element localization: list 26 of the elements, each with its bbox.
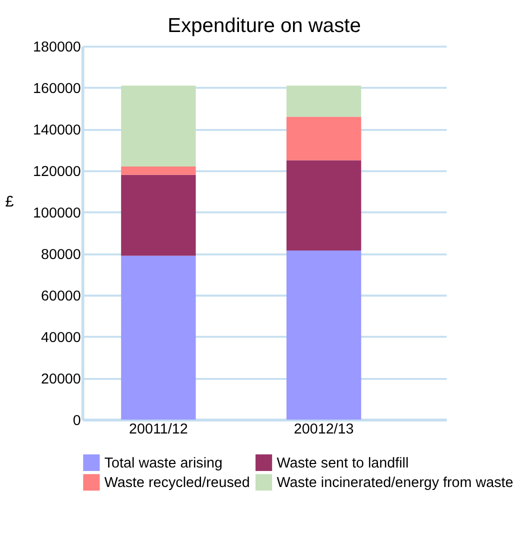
bar <box>286 250 362 420</box>
y-tick-label: 100000 <box>32 205 81 222</box>
y-axis-title: £ <box>5 194 14 211</box>
chart-title: Expenditure on waste <box>168 14 361 37</box>
x-tick-label: 20012/13 <box>294 422 354 438</box>
legend-label: Total waste arising <box>104 455 223 472</box>
bar <box>121 86 196 167</box>
y-tick-label: 160000 <box>32 80 81 97</box>
bar <box>286 86 362 117</box>
bar <box>121 174 196 256</box>
bar <box>286 116 362 160</box>
bar <box>121 166 196 175</box>
bar <box>121 256 196 420</box>
legend-label: Waste sent to landfill <box>276 455 409 472</box>
bar <box>286 160 362 251</box>
y-tick-label: 80000 <box>40 246 81 263</box>
y-tick-label: 140000 <box>32 122 81 138</box>
y-tick-label: 40000 <box>40 330 81 346</box>
legend-label: Waste incinerated/energy from waste <box>276 475 514 492</box>
x-tick-label: 20011/12 <box>129 422 188 438</box>
y-tick-label: 60000 <box>40 288 81 304</box>
y-tick-label: 180000 <box>32 39 81 56</box>
y-tick-label: 120000 <box>32 164 81 180</box>
legend-label: Waste recycled/reused <box>104 475 250 492</box>
y-tick-label: 20000 <box>40 371 81 388</box>
y-tick-label: 0 <box>72 412 81 429</box>
